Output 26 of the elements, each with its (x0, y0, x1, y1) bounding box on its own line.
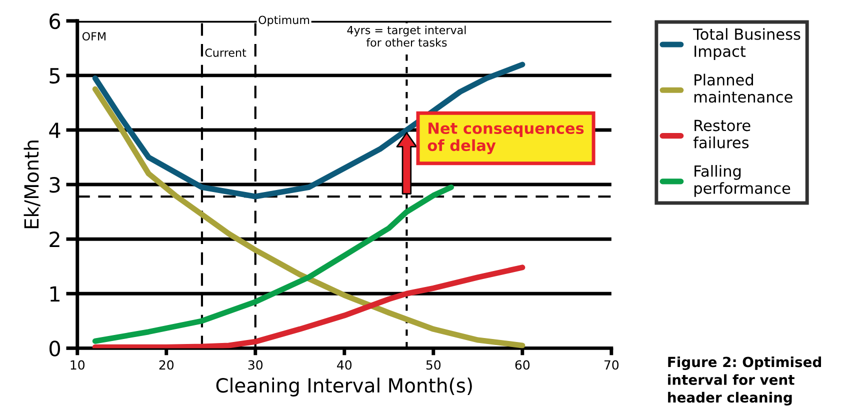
ref-line-label: Current (205, 48, 246, 57)
x-axis-title: Cleaning Interval Month(s) (216, 378, 472, 396)
ref-line-label: 4yrs = target interval for other tasks (347, 26, 466, 47)
y-axis-title: Ek/Month (24, 140, 40, 228)
y-tick-label: 1 (50, 286, 60, 302)
y-tick-label: 5 (50, 68, 60, 84)
x-tick-label: 30 (248, 360, 263, 370)
y-tick-label: 4 (49, 122, 60, 138)
annotation: OFM (82, 32, 106, 40)
y-tick-label: 2 (50, 232, 60, 248)
ref-line-label: Optimum (258, 16, 310, 26)
legend-label: Total Business Impact (693, 28, 800, 60)
x-tick-label: 20 (159, 360, 174, 370)
y-tick-label: 0 (50, 340, 60, 356)
legend-label: Planned maintenance (694, 74, 792, 103)
y-tick-label: 3 (50, 177, 60, 193)
x-tick-label: 50 (426, 360, 441, 370)
caption: Figure 2: Optimised interval for vent header cleaning (668, 356, 821, 406)
x-tick-label: 60 (515, 360, 530, 370)
y-tick-label: 6 (50, 13, 60, 30)
annotation: Net consequences of delay (428, 122, 584, 154)
x-tick-label: 40 (337, 360, 352, 370)
legend-label: Restore failures (693, 120, 750, 148)
x-tick-label: 70 (604, 360, 619, 370)
legend-label: Falling performance (694, 165, 790, 197)
x-tick-label: 10 (70, 360, 84, 370)
